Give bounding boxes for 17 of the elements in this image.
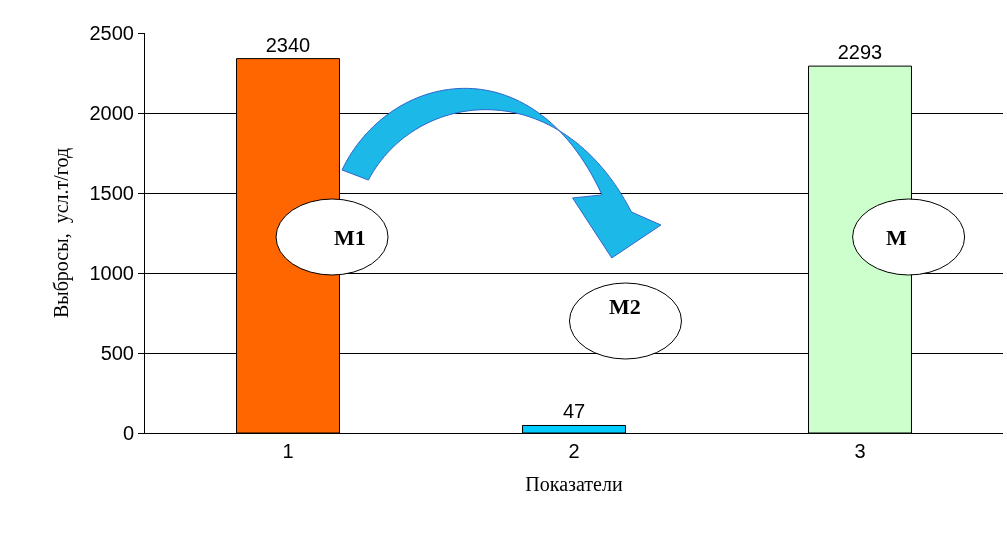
y-tick-label: 2000: [89, 102, 134, 124]
annotation: M2: [609, 294, 641, 319]
annotation: M1: [334, 225, 366, 250]
y-tick-label: 1000: [89, 262, 134, 284]
y-tick-label: 0: [122, 422, 134, 444]
data-label: 47: [562, 400, 586, 423]
data-label: 2340: [265, 33, 311, 56]
y-tick-label: 2500: [89, 22, 134, 44]
annotation: M: [886, 225, 907, 250]
x-tick-label: 3: [854, 440, 866, 462]
x-tick-label: 2: [568, 440, 580, 462]
y-tick-label: 500: [100, 342, 134, 364]
x-tick-label: 1: [282, 440, 294, 462]
data-label: 2293: [837, 41, 883, 64]
y-tick-label: 1500: [89, 182, 134, 204]
y-axis-title: Выбросы, усл.т/год: [50, 147, 73, 319]
x-axis-title: Показатели: [525, 472, 623, 495]
